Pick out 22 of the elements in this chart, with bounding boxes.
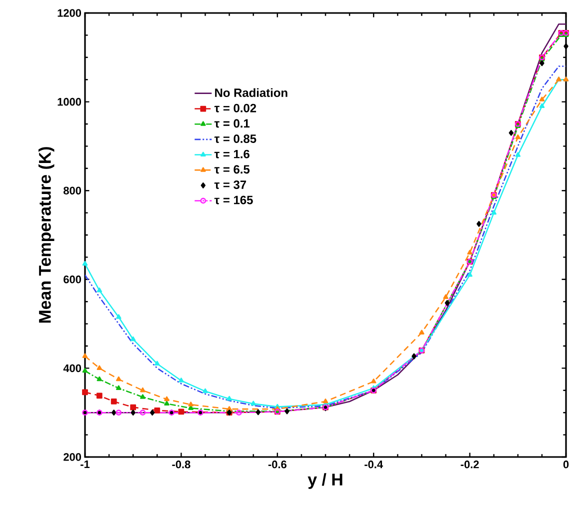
y-axis-title: Mean Temperature (K) (38, 147, 54, 323)
legend-label: τ = 0.1 (214, 119, 250, 128)
x-axis-title: y / H (308, 473, 342, 489)
legend-label: τ = 165 (214, 196, 253, 204)
legend-label: No Radiation (215, 88, 288, 97)
legend-label: τ = 6.5 (214, 165, 250, 174)
legend-label: τ = 37 (214, 180, 246, 189)
y-tick-label: 1000 (58, 98, 82, 106)
legend-label: τ = 1.6 (214, 150, 250, 158)
x-tick-label: -1 (80, 460, 90, 468)
x-tick-label: -0.8 (172, 460, 190, 468)
y-tick-label: 600 (64, 276, 82, 284)
x-tick-label: -0.2 (460, 460, 479, 468)
x-tick-label: -0.4 (364, 460, 383, 468)
y-tick-label: 400 (63, 364, 82, 372)
y-tick-label: 200 (64, 453, 82, 461)
legend-label: τ = 0.85 (214, 134, 256, 143)
y-tick-label: 800 (64, 186, 82, 194)
x-tick-label: -0.6 (268, 460, 286, 468)
y-tick-label: 1200 (58, 9, 82, 17)
x-tick-label: 0 (563, 460, 569, 468)
legend-label: τ = 0.02 (214, 104, 256, 112)
